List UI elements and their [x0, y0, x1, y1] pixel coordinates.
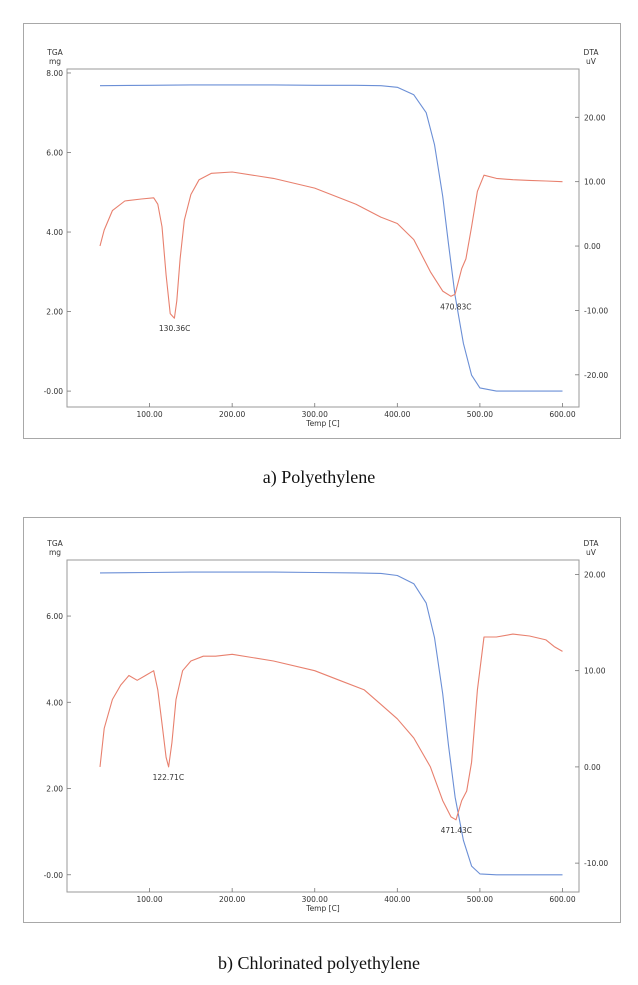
figure-caption-b: b) Chlorinated polyethylene — [218, 953, 420, 973]
right-tick-label: 0.00 — [584, 242, 601, 251]
left-tick-label: 2.00 — [46, 308, 63, 317]
figure-caption-a: a) Polyethylene — [262, 467, 376, 487]
right-tick-label: 10.00 — [584, 178, 606, 187]
left-tick-label: 4.00 — [46, 228, 63, 237]
x-tick-label: 100.00 — [136, 895, 162, 904]
right-tick-label: -10.00 — [584, 859, 608, 868]
x-axis-label: Temp [C] — [305, 419, 340, 428]
x-tick-label: 500.00 — [467, 410, 493, 419]
right-tick-label: -20.00 — [584, 371, 608, 380]
right-tick-label: 20.00 — [584, 113, 606, 122]
right-tick-label: 20.00 — [584, 570, 606, 579]
dta-curve — [99, 633, 563, 821]
right-tick-label: 10.00 — [584, 667, 606, 676]
chart-panel-chlorinated-polyethylene: TGA mg DTA uV 6.00 4.00 2.00 -0.00 20.00 10.00 0.0… — [23, 517, 621, 923]
chart-panel-polyethylene: TGA mg DTA uV 8.00 6.00 4.00 2.00 -0.00 20.00 10.0… — [23, 23, 621, 439]
left-axis-unit: mg — [49, 57, 61, 66]
left-axis-title: TGA — [46, 48, 63, 57]
x-tick-label: 600.00 — [549, 895, 575, 904]
plot-frame — [66, 68, 580, 408]
x-tick-label: 100.00 — [136, 410, 162, 419]
x-axis-label: Temp [C] — [305, 904, 340, 913]
peak-annotation: 122.71C — [153, 773, 184, 782]
peak-annotation: 470.83C — [440, 302, 471, 311]
peak-annotation: 130.36C — [159, 324, 190, 333]
tga-curve — [99, 571, 563, 876]
x-tick-label: 200.00 — [219, 410, 245, 419]
plot-frame — [66, 559, 580, 893]
left-tick-label: 6.00 — [46, 149, 63, 158]
x-tick-label: 300.00 — [302, 410, 328, 419]
x-tick-label: 500.00 — [467, 895, 493, 904]
left-tick-label: -0.00 — [44, 387, 64, 396]
right-tick-label: -10.00 — [584, 306, 608, 315]
left-tick-label: -0.00 — [44, 871, 64, 880]
x-tick-label: 300.00 — [302, 895, 328, 904]
left-tick-label: 8.00 — [46, 69, 63, 78]
dta-curve — [99, 171, 563, 319]
tga-curve — [99, 84, 563, 392]
left-axis-unit: mg — [49, 548, 61, 557]
left-axis-title: TGA — [46, 539, 63, 548]
right-tick-label: 0.00 — [584, 763, 601, 772]
right-axis-title: DTA — [584, 48, 600, 57]
right-axis-unit: uV — [586, 548, 597, 557]
x-tick-label: 600.00 — [549, 410, 575, 419]
right-axis-unit: uV — [586, 57, 597, 66]
x-tick-label: 200.00 — [219, 895, 245, 904]
left-tick-label: 2.00 — [46, 785, 63, 794]
left-tick-label: 4.00 — [46, 698, 63, 707]
peak-annotation: 471.43C — [441, 826, 472, 835]
right-axis-title: DTA — [584, 539, 600, 548]
x-tick-label: 400.00 — [384, 895, 410, 904]
left-tick-label: 6.00 — [46, 612, 63, 621]
x-tick-label: 400.00 — [384, 410, 410, 419]
